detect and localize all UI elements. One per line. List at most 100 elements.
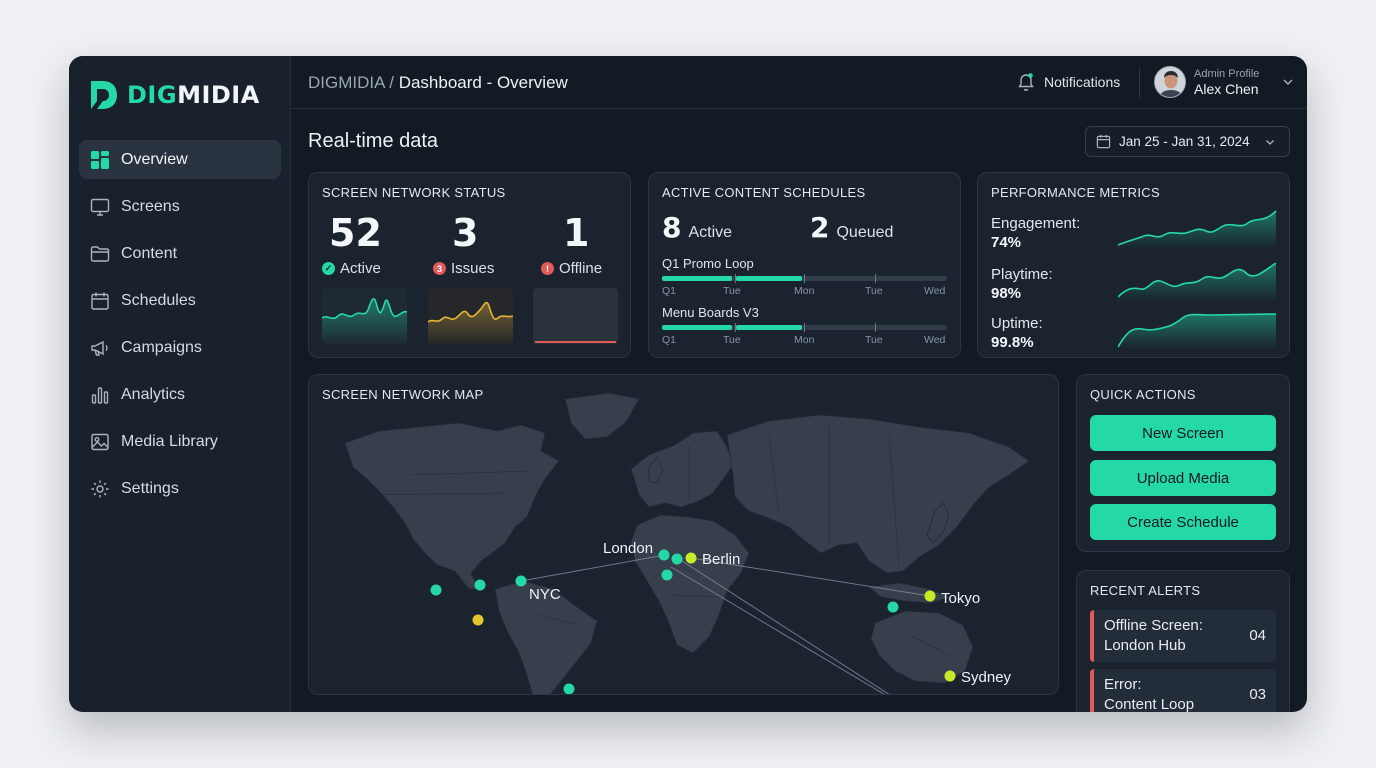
card-title: SCREEN NETWORK MAP bbox=[322, 387, 484, 402]
track-tick bbox=[875, 274, 876, 283]
chevron-down-icon bbox=[1283, 79, 1293, 85]
track-tick bbox=[804, 274, 805, 283]
alert-subtitle: Content Loop bbox=[1104, 696, 1195, 712]
sidebar-item-label: Media Library bbox=[121, 432, 218, 450]
sidebar-item-label: Content bbox=[121, 244, 178, 262]
screen-node-berlin[interactable] bbox=[685, 552, 697, 564]
calendar-icon bbox=[91, 292, 109, 310]
grid-icon bbox=[91, 150, 109, 169]
japan bbox=[926, 502, 950, 544]
brand-logo[interactable]: DIGMIDIA bbox=[89, 78, 260, 112]
north-america bbox=[344, 422, 560, 590]
track-tick bbox=[804, 323, 805, 332]
screen-node[interactable] bbox=[661, 569, 673, 581]
alert-text: Error: Content Loop bbox=[1104, 675, 1194, 712]
sidebar-item-analytics[interactable]: Analytics bbox=[79, 375, 281, 414]
breadcrumb-page: Dashboard - Overview bbox=[398, 73, 568, 92]
top-bar: DIGMIDIA / Dashboard - Overview Notifica… bbox=[291, 56, 1307, 109]
screen-node[interactable] bbox=[474, 579, 486, 591]
metric-label: Engagement: bbox=[991, 215, 1081, 232]
screen-node[interactable] bbox=[430, 584, 442, 596]
metric-playtime: Playtime: 98% bbox=[991, 265, 1053, 303]
uptime-sparkline bbox=[1118, 313, 1277, 349]
issues-count: 3 bbox=[452, 211, 479, 255]
schedules-queued-count: 2 bbox=[810, 211, 830, 244]
active-sparkline bbox=[322, 288, 407, 344]
header-divider bbox=[1139, 68, 1140, 98]
engagement-sparkline bbox=[1118, 210, 1277, 249]
screen-node-nyc[interactable] bbox=[515, 575, 527, 587]
track-tick bbox=[735, 274, 736, 283]
create-schedule-button[interactable]: Create Schedule bbox=[1090, 504, 1276, 540]
schedules-active: 8 Active bbox=[662, 211, 732, 244]
metric-engagement: Engagement: 74% bbox=[991, 214, 1080, 252]
performance-card: PERFORMANCE METRICS Engagement: 74% Play… bbox=[977, 172, 1290, 358]
sidebar-item-screens[interactable]: Screens bbox=[79, 187, 281, 226]
borders bbox=[368, 425, 950, 656]
upload-media-button[interactable]: Upload Media bbox=[1090, 460, 1276, 496]
folder-icon bbox=[90, 245, 110, 262]
offline-status: ! Offline bbox=[541, 260, 602, 277]
recent-alerts-card: RECENT ALERTS Offline Screen: London Hub… bbox=[1076, 570, 1290, 712]
sidebar-item-overview[interactable]: Overview bbox=[79, 140, 281, 179]
alert-item[interactable]: Error: Content Loop 03 bbox=[1090, 669, 1276, 712]
track-fill bbox=[662, 276, 732, 281]
notifications-button[interactable]: Notifications bbox=[1016, 72, 1120, 92]
network-map-card: SCREEN NETWORK MAP bbox=[308, 374, 1059, 695]
connection-line bbox=[520, 554, 666, 582]
screen-node-london[interactable] bbox=[658, 549, 670, 561]
sidebar-item-schedules[interactable]: Schedules bbox=[79, 281, 281, 320]
greenland bbox=[564, 392, 640, 440]
sidebar-item-label: Campaigns bbox=[121, 338, 202, 356]
track-axis-label: Mon bbox=[794, 334, 815, 346]
new-screen-button[interactable]: New Screen bbox=[1090, 415, 1276, 451]
screen-node-tokyo[interactable] bbox=[924, 590, 936, 602]
active-count: 52 bbox=[329, 211, 382, 255]
screen-node-warning[interactable] bbox=[472, 614, 484, 626]
sidebar-item-label: Schedules bbox=[121, 291, 196, 309]
profile-menu[interactable]: Admin Profile Alex Chen bbox=[1154, 66, 1295, 98]
sidebar-item-settings[interactable]: Settings bbox=[79, 469, 281, 508]
track-axis-label: Wed bbox=[924, 334, 946, 346]
sidebar-item-media-library[interactable]: Media Library bbox=[79, 422, 281, 461]
date-range-picker[interactable]: Jan 25 - Jan 31, 2024 bbox=[1085, 126, 1290, 157]
avatar bbox=[1154, 66, 1186, 98]
offline-label: Offline bbox=[559, 260, 603, 277]
screen-node[interactable] bbox=[887, 601, 899, 613]
city-label-tokyo: Tokyo bbox=[941, 590, 980, 607]
breadcrumb-root[interactable]: DIGMIDIA bbox=[308, 73, 385, 92]
sidebar-item-campaigns[interactable]: Campaigns bbox=[79, 328, 281, 367]
schedules-queued-label: Queued bbox=[836, 224, 894, 241]
issues-badge-icon: 3 bbox=[433, 262, 446, 275]
notifications-label: Notifications bbox=[1044, 74, 1121, 90]
screen-node[interactable] bbox=[563, 683, 575, 695]
track-axis-label: Tue bbox=[865, 285, 883, 297]
check-circle-icon: ✓ bbox=[322, 262, 335, 275]
offline-sparkline bbox=[533, 288, 618, 344]
screen-node-sydney[interactable] bbox=[944, 670, 956, 682]
app-window: DIGMIDIA Overview Screens Content Schedu… bbox=[69, 56, 1307, 712]
track-name: Menu Boards V3 bbox=[662, 305, 759, 320]
alert-text: Offline Screen: London Hub bbox=[1104, 616, 1203, 656]
chevron-down-icon bbox=[1265, 139, 1274, 145]
card-title: PERFORMANCE METRICS bbox=[991, 185, 1160, 200]
track-fill bbox=[736, 276, 802, 281]
connection-line bbox=[678, 558, 890, 694]
sidebar-item-label: Overview bbox=[121, 150, 188, 168]
sydney-marker-overlay: Sydney bbox=[944, 669, 1012, 686]
track-tick bbox=[875, 323, 876, 332]
track-axis-label: Q1 bbox=[662, 285, 677, 297]
profile-role: Admin Profile bbox=[1194, 67, 1260, 80]
card-title: RECENT ALERTS bbox=[1090, 583, 1201, 598]
screen-node[interactable] bbox=[671, 553, 683, 565]
alert-item[interactable]: Offline Screen: London Hub 04 bbox=[1090, 610, 1276, 662]
world-map[interactable]: London Berlin NYC Tokyo bbox=[309, 375, 1059, 695]
schedules-card: ACTIVE CONTENT SCHEDULES 8 Active 2 Queu… bbox=[648, 172, 961, 358]
track-fill bbox=[662, 325, 732, 330]
issues-status: 3 Issues bbox=[433, 260, 494, 277]
active-status: ✓ Active bbox=[322, 260, 381, 277]
sidebar: DIGMIDIA Overview Screens Content Schedu… bbox=[69, 56, 291, 712]
sidebar-item-content[interactable]: Content bbox=[79, 234, 281, 273]
alert-subtitle: London Hub bbox=[1104, 637, 1186, 654]
gear-icon bbox=[91, 480, 109, 497]
